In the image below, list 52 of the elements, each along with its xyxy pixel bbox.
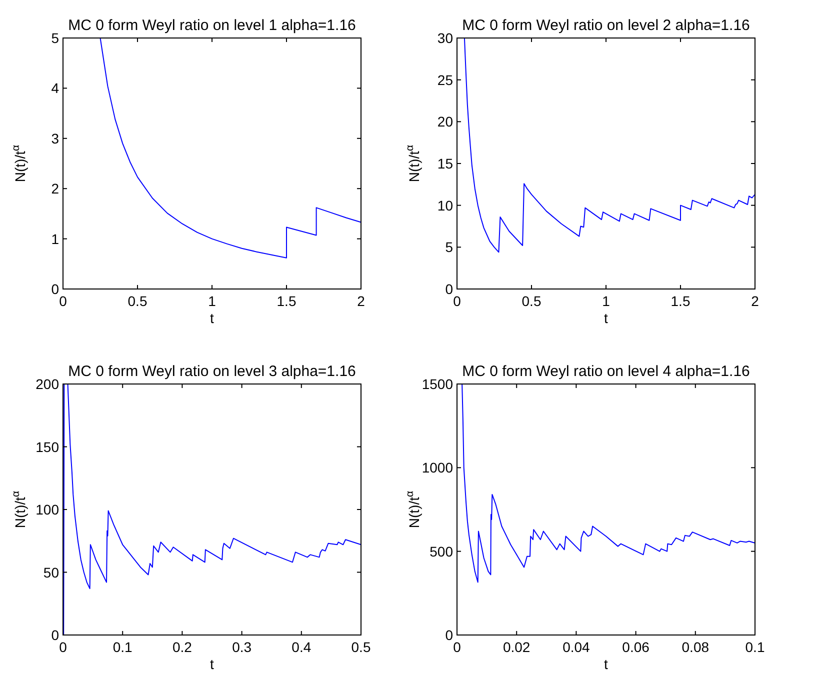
x-tick-label: 0.5 [522,293,542,309]
x-axis-title: t [210,310,214,326]
x-axis-title: t [210,656,214,672]
x-tick-label: 0.3 [232,639,252,655]
chart-title: MC 0 form Weyl ratio on level 4 alpha=1.16 [462,363,750,380]
line-series [464,38,756,253]
x-tick-label: 0.06 [622,639,650,655]
chart-title: MC 0 form Weyl ratio on level 1 alpha=1.16 [68,17,356,34]
x-tick-label: 0.02 [502,639,530,655]
y-tick-label: 25 [437,72,454,88]
y-tick-label: 0 [51,627,60,643]
x-tick-label: 0.1 [745,639,765,655]
y-tick-label: 4 [51,80,60,96]
y-tick-label: 1500 [422,376,454,392]
x-tick-label: 0.1 [112,639,133,655]
y-tick-label: 5 [445,239,454,256]
y-tick-label: 0 [445,281,454,297]
x-tick-label: 0.04 [562,639,590,655]
y-tick-label: 100 [36,502,60,518]
y-tick-label: 150 [36,438,60,455]
x-axis-title: t [604,656,608,672]
x-tick-label: 0.4 [292,639,312,655]
y-tick-label: 30 [437,30,454,46]
y-tick-label: 1 [51,230,60,247]
chart-title: MC 0 form Weyl ratio on level 2 alpha=1.16 [462,17,750,34]
line-series [63,384,362,636]
y-tick-label: 0 [51,281,60,297]
y-tick-label: 3 [51,130,60,146]
y-tick-label: 500 [430,543,454,560]
y-tick-label: 2 [51,180,60,197]
y-tick-label: 20 [437,114,454,130]
x-tick-label: 1 [208,293,216,309]
x-tick-label: 1.5 [670,293,690,309]
x-tick-label: 1.5 [276,293,296,309]
x-tick-label: 1 [602,293,610,309]
y-tick-label: 50 [43,564,60,580]
chart-title: MC 0 form Weyl ratio on level 3 alpha=1.16 [68,363,356,380]
y-tick-label: 0 [445,627,454,643]
x-tick-label: 0.5 [128,293,148,309]
y-tick-label: 5 [51,30,60,46]
y-tick-label: 10 [437,197,454,214]
line-series [100,38,362,258]
x-tick-label: 2 [357,293,366,309]
y-tick-label: 15 [437,156,454,172]
x-axis-title: t [604,310,608,326]
line-series [462,384,756,583]
y-tick-label: 1000 [422,460,454,476]
x-tick-label: 0.08 [682,639,710,655]
x-tick-label: 0.2 [172,639,192,655]
x-tick-label: 0.5 [351,639,371,655]
y-tick-label: 200 [36,376,60,392]
x-tick-label: 2 [751,293,760,309]
